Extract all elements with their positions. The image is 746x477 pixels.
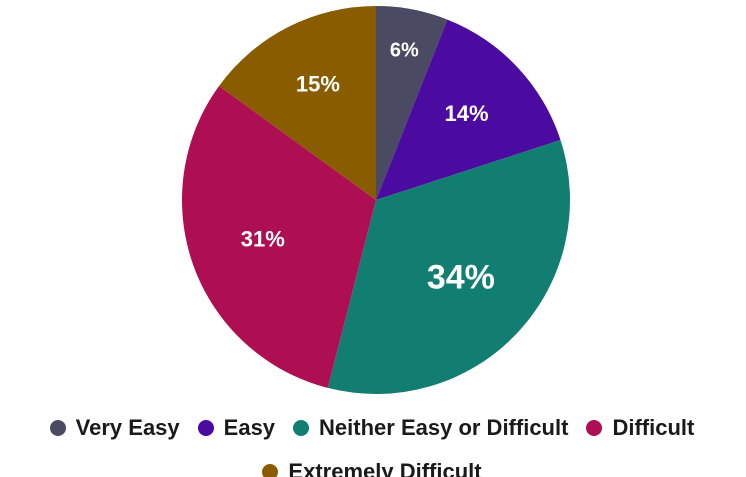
pie-slice-easy [376,19,561,201]
legend-label: Very Easy [75,415,180,440]
legend-label: Neither Easy or Difficult [319,415,569,440]
legend-item: Extremely Difficult [262,454,482,477]
legend-label: Difficult [612,415,695,440]
legend-item: Difficult [586,410,694,446]
legend-item: Neither Easy or Difficult [293,410,568,446]
pie-slice-label: 14% [444,101,488,126]
pie-slice-very-easy [376,5,448,200]
legend-item: Very Easy [49,410,180,446]
legend-swatch [586,420,603,436]
legend-swatch [293,420,310,436]
pie-slice-label: 34% [427,259,495,297]
legend-label: Extremely Difficult [288,459,482,477]
legend-label: Easy [223,415,276,440]
pie-slices [181,5,570,395]
legend-item: Easy [197,410,276,446]
pie-slice-difficult [181,85,376,388]
legend-swatch [262,464,279,477]
pie-slice-neither-easy-or-difficult [327,140,570,395]
pie-slice-label: 15% [296,72,340,97]
pie-slice-label: 6% [390,40,419,62]
pie-chart-svg: 6% 14% 34% 31% 15% [181,5,570,395]
legend-swatch [49,420,66,436]
pie-slice-label: 31% [241,227,285,252]
pie-slice-extremely-difficult [219,6,376,200]
pie-slice-labels: 6% 14% 34% 31% 15% [241,40,495,297]
legend-swatch [197,420,214,436]
chart-legend: Very Easy Easy Neither Easy or Difficult Di… [0,410,746,477]
